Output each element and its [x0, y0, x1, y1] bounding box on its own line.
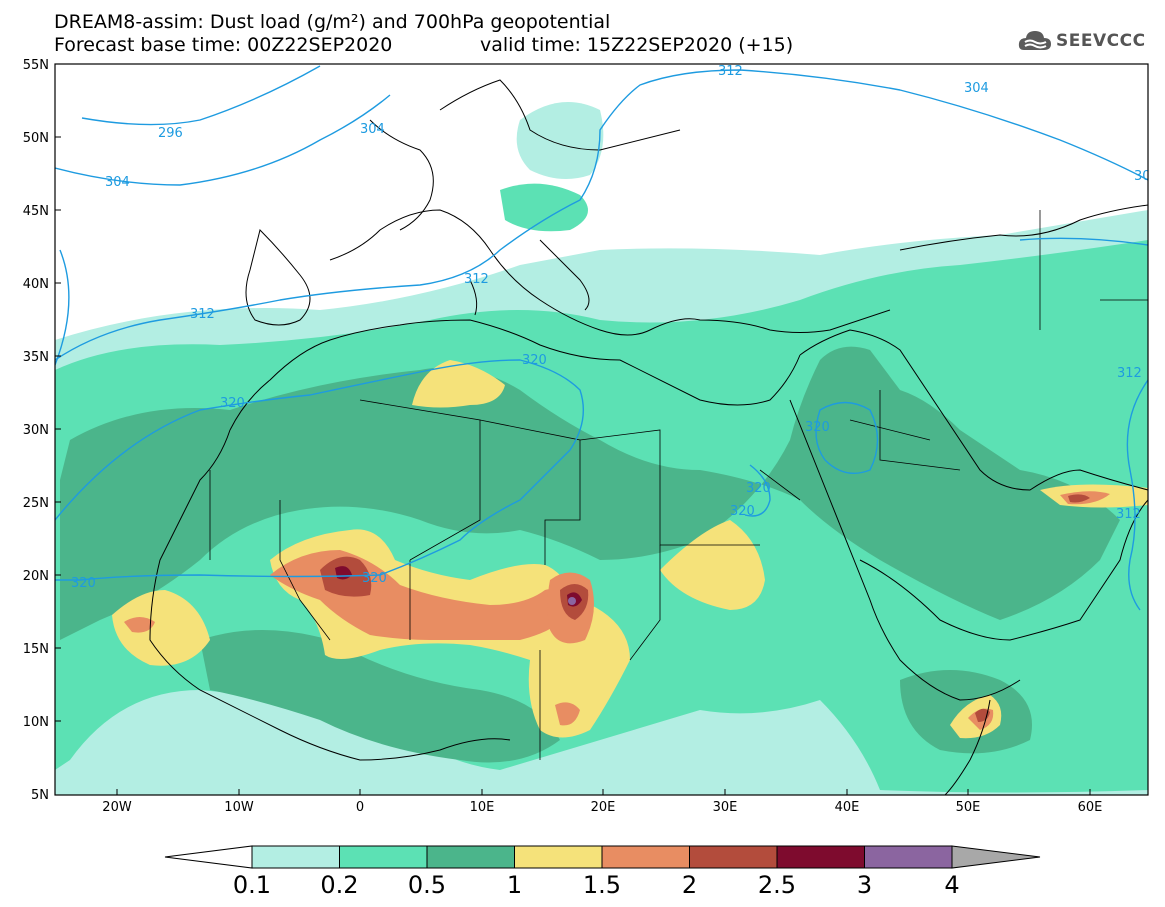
lat-label: 10N — [23, 715, 49, 730]
lon-label: 20W — [102, 800, 132, 815]
lon-label: 30E — [713, 800, 738, 815]
lat-label: 45N — [23, 204, 49, 219]
lon-label: 40E — [835, 800, 860, 815]
contour-label: 304 — [964, 81, 989, 96]
longitude-axis: 20W 10W 0 10E 20E 30E 40E 50E 60E — [102, 789, 1102, 815]
contour-label: 312 — [464, 272, 489, 287]
contour-label: 320 — [730, 504, 755, 519]
seevccc-logo: SEEVCCC — [1018, 28, 1146, 54]
contour-label: 312 — [1117, 366, 1142, 381]
colorbar-swatch — [689, 845, 778, 869]
lat-label: 5N — [31, 788, 49, 803]
colorbar-swatch — [426, 845, 515, 869]
colorbar-tick-label: 1.5 — [583, 871, 621, 899]
colorbar-high-triangle — [951, 845, 1041, 869]
lat-label: 40N — [23, 277, 49, 292]
contour-label: 320 — [805, 420, 830, 435]
colorbar-swatch — [339, 845, 428, 869]
dust-level-1-senegal — [112, 590, 210, 666]
latitude-axis: 55N 50N 45N 40N 35N 30N 25N 20N 15N 10N … — [23, 58, 61, 803]
contour-label: 320 — [71, 576, 96, 591]
colorbar-tick-label: 0.5 — [408, 871, 446, 899]
colorbar-tick-label: 2 — [682, 871, 697, 899]
dust-level-3 — [568, 597, 576, 605]
contour-label: 320 — [220, 396, 245, 411]
logo-text: SEEVCCC — [1056, 31, 1146, 51]
lon-label: 20E — [591, 800, 616, 815]
colorbar-tick-label: 1 — [507, 871, 522, 899]
lon-label: 0 — [356, 800, 364, 815]
colorbar-tick-label: 4 — [944, 871, 959, 899]
colorbar-swatch — [601, 845, 690, 869]
colorbar-tick-label: 0.1 — [233, 871, 271, 899]
lon-label: 10E — [470, 800, 495, 815]
lat-label: 20N — [23, 569, 49, 584]
valid-time: valid time: 15Z22SEP2020 (+15) — [480, 34, 794, 56]
lat-label: 25N — [23, 496, 49, 511]
colorbar-tick-label: 2.5 — [758, 871, 796, 899]
colorbar-low-triangle — [164, 845, 253, 869]
map-subtitle: Forecast base time: 00Z22SEP2020 valid ti… — [54, 34, 793, 56]
dust-level-1-sudan — [660, 520, 765, 610]
colorbar-swatch — [514, 845, 603, 869]
lon-label: 50E — [956, 800, 981, 815]
contour-label: 304 — [105, 175, 130, 190]
colorbar-swatch — [864, 845, 953, 869]
contour-label: 320 — [522, 353, 547, 368]
coastlines — [149, 79, 1148, 795]
dust-level-1-tunisia — [412, 360, 505, 408]
colorbar-tick-label: 3 — [857, 871, 872, 899]
colorbar: 0.1 0.2 0.5 1 1.5 2 2.5 3 4 — [164, 845, 1041, 899]
colorbar-tick-label: 0.2 — [320, 871, 358, 899]
lat-label: 30N — [23, 423, 49, 438]
lat-label: 35N — [23, 350, 49, 365]
cloud-icon — [1018, 31, 1051, 50]
dust-level-0-2-balkans — [500, 183, 588, 232]
map-title: DREAM8-assim: Dust load (g/m²) and 700hP… — [54, 11, 611, 33]
contour-label: 320 — [362, 571, 387, 586]
contour-label: 304 — [1134, 169, 1159, 184]
dust-level-2-gulf — [1068, 494, 1090, 503]
contour-label: 312 — [718, 64, 743, 79]
map-field: 296 304 304 304 304 312 312 312 312 312 … — [55, 64, 1159, 795]
dust-level-0-5-south — [200, 630, 560, 763]
contour-labels: 296 304 304 304 304 312 312 312 312 312 … — [71, 64, 1159, 591]
dust-level-0-1-europe — [516, 102, 604, 179]
contour-label: 312 — [190, 307, 215, 322]
dust-level-1-5-senegal — [124, 617, 155, 633]
contour-label: 320 — [746, 481, 771, 496]
colorbar-swatch — [251, 845, 340, 869]
lat-label: 50N — [23, 131, 49, 146]
contour-label: 304 — [360, 122, 385, 137]
contour-label: 312 — [1116, 507, 1141, 522]
colorbar-swatch — [776, 845, 865, 869]
dust-level-1-5-south — [555, 702, 580, 726]
country-borders — [209, 210, 1148, 760]
forecast-base-time: Forecast base time: 00Z22SEP2020 — [54, 34, 393, 56]
contour-label: 296 — [158, 126, 183, 141]
lat-label: 55N — [23, 58, 49, 73]
lat-label: 15N — [23, 642, 49, 657]
lon-label: 60E — [1078, 800, 1103, 815]
lon-label: 10W — [224, 800, 254, 815]
dust-level-0-5 — [60, 346, 1120, 640]
geopotential-contours — [55, 65, 1148, 611]
